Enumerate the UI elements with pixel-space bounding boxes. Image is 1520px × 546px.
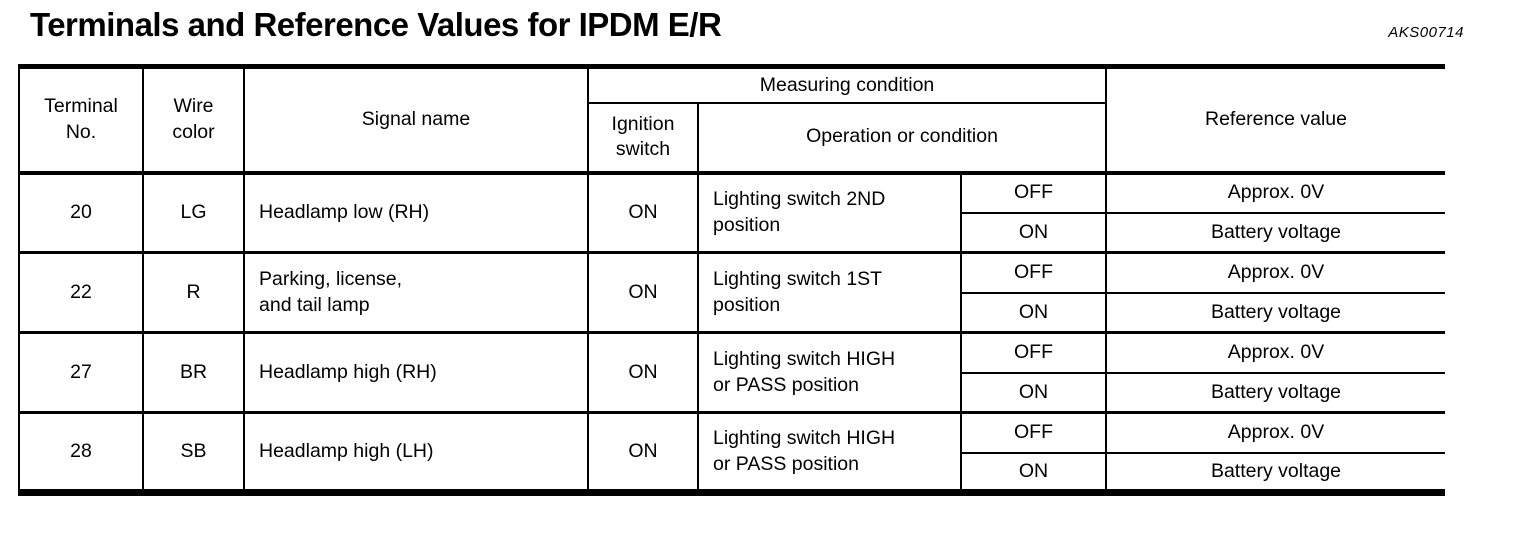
operation-cell: Lighting switch 1ST position bbox=[697, 251, 962, 334]
terminal-no-cell: 22 bbox=[18, 251, 144, 334]
reference-value-cell: Approx. 0V bbox=[1105, 331, 1445, 374]
table-row-terminal-20: 20 LG Headlamp low (RH) ON Lighting swit… bbox=[18, 171, 1445, 254]
reference-value-cell: Battery voltage bbox=[1105, 371, 1445, 414]
signal-name-cell: Headlamp high (RH) bbox=[243, 331, 589, 414]
col-header-ignition-switch: Ignition switch bbox=[587, 101, 699, 174]
switch-state-cell: OFF bbox=[960, 171, 1107, 214]
switch-state-cell: ON bbox=[960, 371, 1107, 414]
ignition-switch-cell: ON bbox=[587, 251, 699, 334]
wire-color-cell: SB bbox=[142, 411, 245, 494]
doc-code: AKS00714 bbox=[1388, 24, 1464, 41]
table-row-terminal-28: 28 SB Headlamp high (LH) ON Lighting swi… bbox=[18, 411, 1445, 494]
wire-color-cell: R bbox=[142, 251, 245, 334]
reference-value-cell: Battery voltage bbox=[1105, 451, 1445, 494]
signal-name-cell: Parking, license, and tail lamp bbox=[243, 251, 589, 334]
table-header: Terminal No. Wire color Signal name Meas… bbox=[18, 65, 1445, 174]
col-header-reference-value: Reference value bbox=[1105, 65, 1445, 174]
terminals-reference-table: Terminal No. Wire color Signal name Meas… bbox=[18, 64, 1445, 496]
terminal-no-cell: 27 bbox=[18, 331, 144, 414]
switch-state-cell: ON bbox=[960, 291, 1107, 334]
col-header-operation-or-condition: Operation or condition bbox=[697, 101, 1107, 174]
switch-state-cell: ON bbox=[960, 211, 1107, 254]
ignition-switch-cell: ON bbox=[587, 171, 699, 254]
operation-cell: Lighting switch HIGH or PASS position bbox=[697, 331, 962, 414]
reference-value-cell: Battery voltage bbox=[1105, 291, 1445, 334]
terminal-no-cell: 28 bbox=[18, 411, 144, 494]
col-header-wire-color: Wire color bbox=[142, 65, 245, 174]
wire-color-cell: LG bbox=[142, 171, 245, 254]
col-header-signal-name: Signal name bbox=[243, 65, 589, 174]
signal-name-cell: Headlamp low (RH) bbox=[243, 171, 589, 254]
reference-value-cell: Approx. 0V bbox=[1105, 411, 1445, 454]
switch-state-cell: OFF bbox=[960, 331, 1107, 374]
switch-state-cell: ON bbox=[960, 451, 1107, 494]
terminal-no-cell: 20 bbox=[18, 171, 144, 254]
table-row-terminal-27: 27 BR Headlamp high (RH) ON Lighting swi… bbox=[18, 331, 1445, 414]
wire-color-cell: BR bbox=[142, 331, 245, 414]
reference-value-cell: Approx. 0V bbox=[1105, 251, 1445, 294]
switch-state-cell: OFF bbox=[960, 251, 1107, 294]
signal-name-cell: Headlamp high (LH) bbox=[243, 411, 589, 494]
page-title: Terminals and Reference Values for IPDM … bbox=[30, 6, 722, 43]
reference-value-cell: Battery voltage bbox=[1105, 211, 1445, 254]
ignition-switch-cell: ON bbox=[587, 331, 699, 414]
operation-cell: Lighting switch 2ND position bbox=[697, 171, 962, 254]
reference-value-cell: Approx. 0V bbox=[1105, 171, 1445, 214]
col-header-measuring-condition: Measuring condition bbox=[587, 65, 1107, 104]
switch-state-cell: OFF bbox=[960, 411, 1107, 454]
ignition-switch-cell: ON bbox=[587, 411, 699, 494]
operation-cell: Lighting switch HIGH or PASS position bbox=[697, 411, 962, 494]
col-header-terminal-no: Terminal No. bbox=[18, 65, 144, 174]
table-row-terminal-22: 22 R Parking, license, and tail lamp ON … bbox=[18, 251, 1445, 334]
